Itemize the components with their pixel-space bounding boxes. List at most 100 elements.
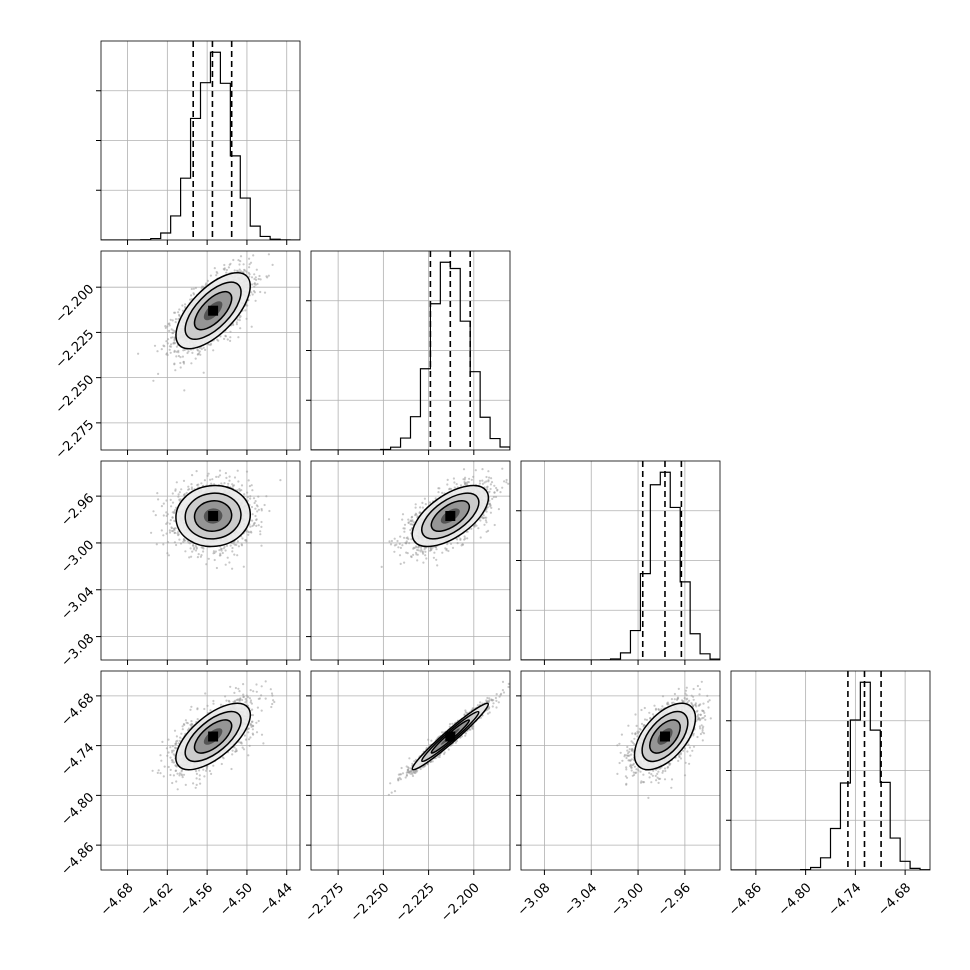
- sample-point: [171, 516, 174, 519]
- sample-point: [215, 274, 218, 277]
- sample-point: [257, 508, 260, 511]
- sample-point: [250, 325, 253, 328]
- sample-point: [202, 550, 205, 553]
- sample-point: [219, 335, 222, 338]
- sample-point: [174, 531, 177, 534]
- sample-point: [466, 530, 469, 533]
- sample-point: [198, 350, 201, 353]
- sample-point: [489, 483, 492, 486]
- sample-point: [177, 351, 180, 354]
- sample-point: [489, 487, 492, 491]
- scatter-panel-2-0: −2.96−3.00−3.04−3.08: [59, 460, 301, 670]
- sample-point: [449, 542, 453, 546]
- sample-point: [190, 555, 193, 558]
- sample-point: [224, 563, 227, 566]
- sample-point: [218, 549, 221, 552]
- sample-point: [177, 311, 180, 314]
- sample-point: [223, 267, 226, 270]
- sample-point: [177, 493, 180, 496]
- sample-point: [416, 559, 419, 562]
- sample-point: [236, 540, 239, 543]
- sample-point: [183, 305, 187, 309]
- sample-point: [235, 323, 238, 326]
- sample-point: [173, 541, 176, 544]
- sample-point: [233, 269, 236, 272]
- sample-point: [258, 274, 261, 278]
- sample-point: [154, 514, 157, 517]
- sample-point: [238, 319, 241, 322]
- sample-point: [409, 528, 412, 532]
- sample-point: [233, 543, 236, 546]
- sample-point: [215, 566, 218, 570]
- sample-point: [229, 544, 232, 547]
- sample-point: [171, 332, 174, 335]
- sample-point: [238, 487, 241, 491]
- sample-point: [168, 529, 171, 532]
- sample-point: [233, 476, 237, 479]
- sample-point: [152, 379, 155, 382]
- sample-point: [484, 519, 487, 522]
- sample-point: [263, 291, 267, 294]
- sample-point: [253, 277, 256, 281]
- sample-point: [194, 544, 197, 548]
- sample-point: [399, 546, 402, 550]
- sample-point: [188, 556, 191, 559]
- sample-point: [257, 495, 260, 498]
- sample-point: [209, 478, 212, 481]
- sample-point: [424, 550, 427, 553]
- sample-point: [222, 547, 225, 550]
- sample-point: [187, 485, 190, 488]
- sample-point: [428, 549, 432, 552]
- y-tick-label: −3.00: [59, 538, 98, 577]
- sample-point: [175, 345, 178, 348]
- sample-point: [178, 308, 181, 311]
- sample-point: [490, 477, 493, 480]
- sample-point: [166, 513, 169, 516]
- sample-point: [441, 491, 444, 494]
- sample-point: [254, 276, 257, 279]
- sample-point: [468, 477, 471, 480]
- sample-point: [239, 255, 243, 258]
- sample-point: [412, 553, 415, 557]
- sample-point: [225, 476, 228, 479]
- sample-point: [173, 363, 176, 366]
- sample-point: [200, 287, 203, 290]
- scatter-panel-2-1: [306, 460, 511, 665]
- sample-point: [181, 304, 184, 307]
- sample-point: [168, 531, 172, 534]
- sample-point: [492, 495, 495, 499]
- sample-point: [178, 499, 181, 502]
- sample-point: [185, 491, 188, 494]
- sample-point: [173, 339, 176, 342]
- sample-point: [229, 262, 232, 265]
- sample-point: [213, 558, 216, 562]
- sample-point: [174, 369, 177, 372]
- sample-point: [167, 338, 170, 341]
- sample-point: [173, 529, 176, 532]
- sample-point: [256, 505, 259, 508]
- sample-point: [215, 475, 218, 478]
- sample-point: [238, 316, 241, 319]
- sample-point: [208, 343, 211, 346]
- sample-point: [179, 542, 183, 545]
- sample-point: [401, 518, 404, 521]
- sample-point: [251, 513, 254, 516]
- sample-point: [190, 488, 194, 491]
- sample-point: [197, 349, 200, 352]
- sample-point: [242, 565, 245, 568]
- sample-point: [174, 489, 177, 492]
- sample-point: [175, 355, 178, 358]
- sample-point: [405, 540, 408, 543]
- sample-point: [482, 514, 485, 517]
- sample-point: [174, 311, 177, 314]
- sample-point: [182, 540, 185, 543]
- sample-point: [236, 489, 239, 492]
- y-tick-label: −3.04: [59, 584, 98, 623]
- sample-point: [420, 548, 423, 552]
- sample-point: [481, 482, 484, 485]
- sample-point: [263, 503, 266, 507]
- sample-point: [248, 531, 251, 534]
- sample-point: [246, 495, 249, 499]
- sample-point: [478, 479, 482, 482]
